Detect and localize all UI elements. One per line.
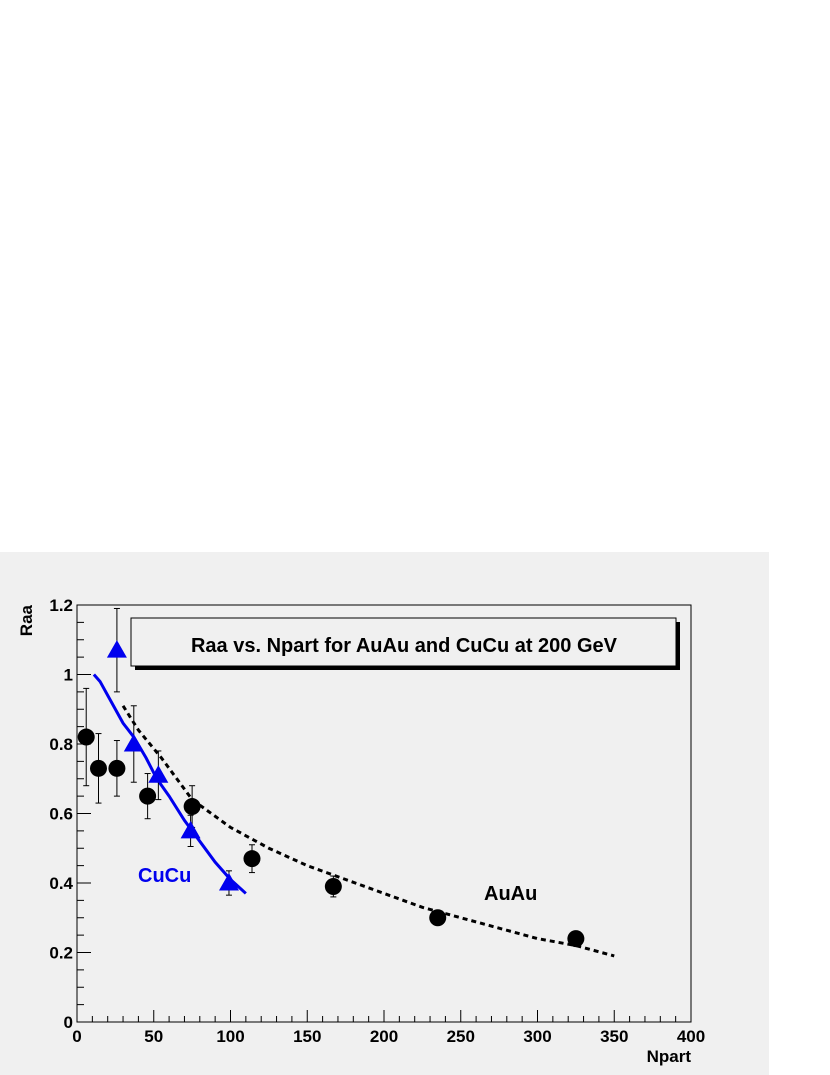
auau-data-point	[108, 759, 126, 777]
x-tick-label: 350	[600, 1027, 628, 1046]
series-layer	[77, 607, 615, 958]
auau-data-point	[429, 909, 447, 927]
cucu-data-point	[148, 765, 169, 783]
auau-data-point	[89, 759, 107, 777]
auau-model-curve	[121, 704, 615, 958]
y-tick-label: 0.8	[49, 735, 73, 754]
title-box: Raa vs. Npart for AuAu and CuCu at 200 G…	[130, 617, 680, 670]
x-tick-label: 300	[523, 1027, 551, 1046]
auau-data-point	[77, 728, 95, 746]
cucu-data-point	[218, 873, 239, 891]
cucu-data-point	[180, 820, 201, 839]
cucu-data-point	[106, 640, 127, 658]
x-tick-label: 100	[216, 1027, 244, 1046]
x-tick-label: 250	[447, 1027, 475, 1046]
chart-title: Raa vs. Npart for AuAu and CuCu at 200 G…	[191, 635, 618, 657]
x-tick-label: 0	[72, 1027, 81, 1046]
cucu-data-point	[123, 734, 144, 752]
x-tick-label: 150	[293, 1027, 321, 1046]
y-tick-label: 0.2	[49, 944, 73, 963]
y-tick-label: 0.6	[49, 805, 73, 824]
auau-data-point	[139, 787, 157, 805]
annotation-cucu: CuCu	[138, 865, 191, 887]
y-tick-label: 1	[64, 666, 73, 685]
axis-layer: 0 50 100 150 200 250 300 350 400 0 0.2 0.4 0.6 0.8 1 1.…	[49, 596, 705, 1046]
y-tick-label: 0.4	[49, 874, 73, 893]
y-axis-title: Raa	[17, 604, 36, 636]
x-axis-title: Npart	[647, 1047, 692, 1066]
cucu-model-curve	[92, 673, 247, 895]
auau-data-point	[243, 850, 261, 868]
y-tick-label: 0	[64, 1013, 73, 1032]
x-tick-label: 400	[677, 1027, 705, 1046]
auau-data-point	[567, 930, 585, 948]
x-tick-label: 200	[370, 1027, 398, 1046]
auau-data-point	[183, 798, 201, 816]
y-tick-label: 1.2	[49, 596, 73, 615]
x-tick-label: 50	[144, 1027, 163, 1046]
annotation-auau: AuAu	[484, 883, 537, 905]
auau-data-point	[324, 877, 342, 895]
title-box-frame	[130, 617, 677, 667]
